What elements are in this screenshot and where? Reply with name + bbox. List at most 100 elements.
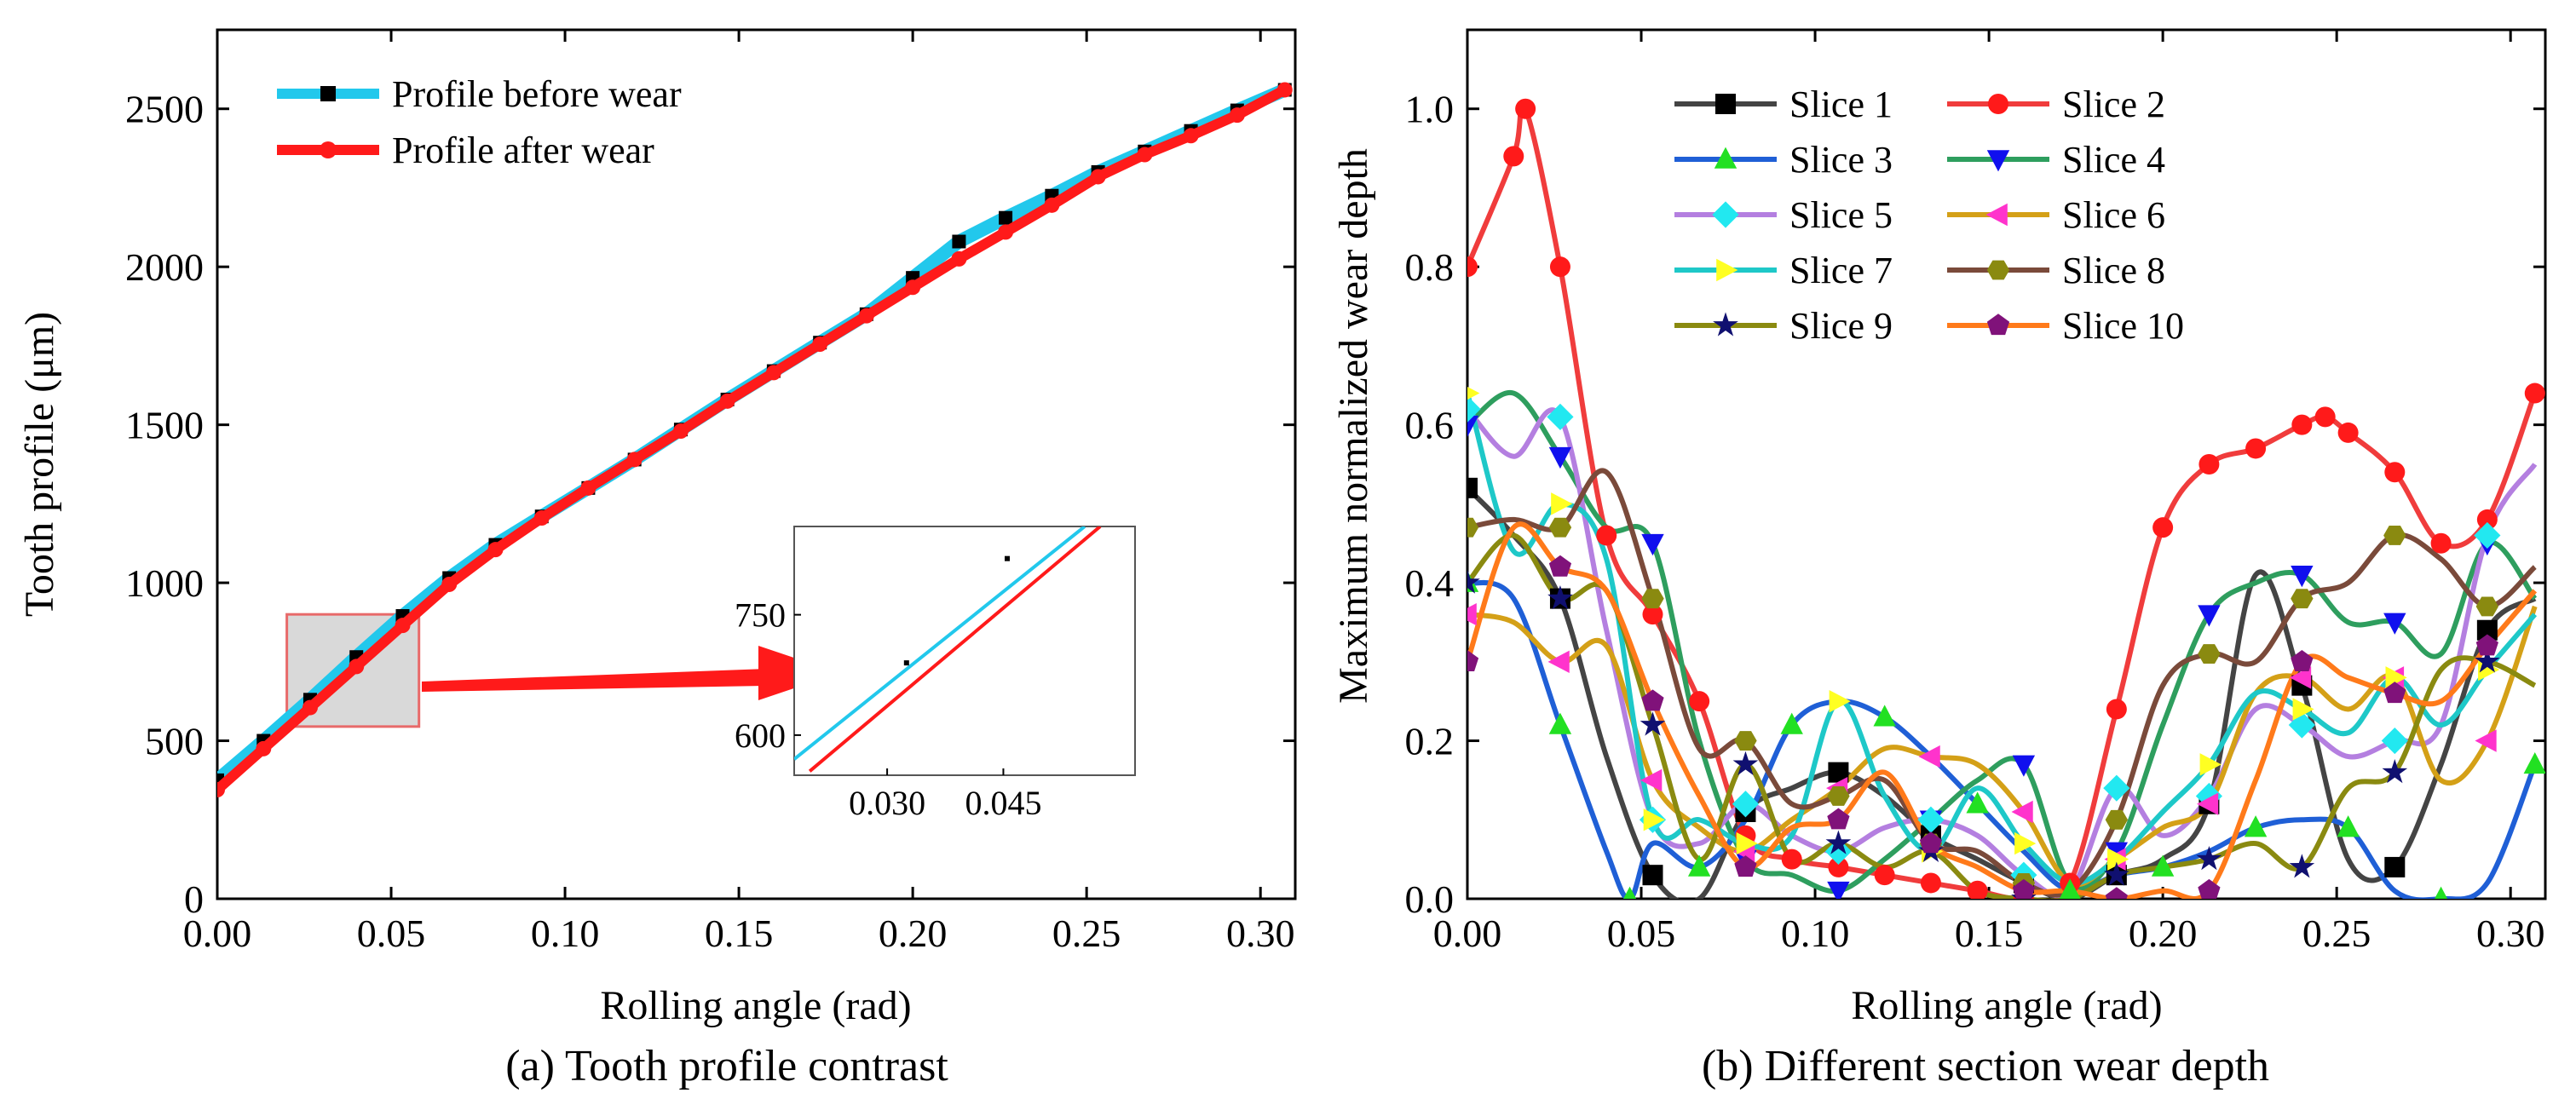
data-point-slice-9 [1547, 585, 1573, 610]
legend-marker-slice-5 [1712, 201, 1739, 228]
legend-label-slice-7: Slice 7 [1789, 250, 1893, 291]
data-point-slice-2 [2291, 414, 2313, 435]
data-point-slice-4 [1548, 446, 1572, 469]
data-point-slice-6 [2197, 792, 2219, 815]
data-point-slice-8 [1467, 517, 1479, 538]
data-point-slice-5 [2103, 774, 2130, 802]
data-point-after [256, 740, 272, 756]
inset-x-tick-label: 0.045 [965, 784, 1041, 822]
data-point-slice-6 [1547, 650, 1570, 674]
data-point-slice-6 [1918, 745, 1940, 768]
data-point-slice-7 [1551, 492, 1573, 515]
y-tick-label: 2000 [125, 245, 204, 289]
plot-b-ylabel: Maximum normalized wear depth [1331, 148, 1376, 704]
plot-b-legend: Slice 1 Slice 2 Slice 3 Slice 4 Slice 5 Slice… [1674, 83, 2184, 347]
data-point-slice-2 [1781, 849, 1802, 870]
data-point-slice-2 [1828, 856, 1849, 877]
inset-marker [903, 660, 909, 666]
data-point-after [812, 337, 828, 353]
legend-marker-slice-1 [1715, 94, 1736, 114]
inset-series [794, 526, 1102, 773]
legend-label-slice-10: Slice 10 [2062, 305, 2184, 347]
data-point-slice-4 [1467, 415, 1479, 438]
data-point-slice-9 [2382, 759, 2408, 784]
data-point-slice-2 [2430, 532, 2452, 554]
y-tick-label: 0 [184, 877, 204, 921]
data-point-after [1137, 147, 1153, 163]
data-point-slice-10 [2105, 887, 2128, 899]
plot-a-axes: 0.00 0.05 0.10 0.15 0.20 0.25 0.30 0 500 1000 1500… [125, 30, 1295, 955]
data-point-slice-6 [2289, 666, 2312, 689]
data-point-slice-5 [2195, 782, 2223, 810]
data-point-slice-2 [1689, 691, 1710, 712]
series-line-slice-10 [1467, 521, 2538, 899]
x-tick-label: 0.00 [183, 912, 252, 955]
plot-b-xlabel: Rolling angle (rad) [1851, 983, 2162, 1028]
data-point-slice-9 [1732, 751, 1759, 775]
data-point-after [858, 308, 874, 324]
x-tick-label: 0.15 [1955, 912, 2024, 955]
data-point-before [952, 234, 966, 249]
data-point-slice-6 [1467, 602, 1477, 626]
legend-label-slice-2: Slice 2 [2062, 83, 2165, 125]
data-point-slice-8 [1827, 786, 1850, 806]
data-point-slice-8 [1641, 589, 1664, 609]
legend-label-slice-1: Slice 1 [1789, 83, 1893, 125]
data-point-slice-3 [1966, 791, 1989, 814]
data-point-slice-6 [2475, 729, 2497, 752]
plot-b-axes: 0.00 0.05 0.10 0.15 0.20 0.25 0.30 0.0 0.2 0.4 0.6… [1405, 30, 2545, 955]
data-point-after [1276, 82, 1293, 98]
x-tick-label: 0.10 [1781, 912, 1850, 955]
data-point-slice-10 [1641, 689, 1664, 711]
data-point-after [1044, 197, 1060, 213]
data-point-slice-9 [1825, 830, 1852, 854]
data-point-slice-7 [2385, 666, 2407, 689]
inset-y-tick-label: 750 [735, 596, 786, 635]
series-line-slice-8 [1467, 468, 2537, 898]
data-point-slice-8 [1548, 517, 1572, 538]
inset-plot: 0.030 0.045 600 750 [735, 526, 1136, 822]
legend-marker-slice-9 [1713, 312, 1738, 337]
data-point-slice-8 [2291, 589, 2314, 609]
legend-marker-square [320, 86, 336, 101]
zoom-arrow-shaft [422, 669, 767, 692]
data-point-slice-2 [2384, 462, 2406, 483]
data-point-after [441, 576, 458, 592]
data-point-after [1183, 128, 1199, 144]
data-point-slice-10 [1827, 808, 1850, 830]
data-point-slice-2 [2524, 383, 2545, 404]
y-tick-label: 1000 [125, 561, 204, 605]
y-tick-label: 0.4 [1405, 561, 1455, 605]
data-point-slice-5 [1547, 403, 1574, 430]
legend-marker-slice-4 [1986, 150, 2010, 172]
data-point-slice-8 [2198, 644, 2221, 664]
data-point-before [999, 210, 1013, 225]
data-point-slice-5 [1467, 395, 1481, 423]
legend-marker-slice-7 [1716, 258, 1738, 282]
plot-a-ylabel: Tooth profile (μm) [17, 312, 62, 617]
data-point-slice-3 [1548, 712, 1572, 734]
data-point-after [217, 782, 225, 798]
data-point-after [533, 510, 550, 526]
data-point-slice-2 [1515, 98, 1536, 119]
data-point-slice-7 [2107, 848, 2129, 871]
inset-x-tick-label: 0.030 [849, 784, 925, 822]
data-point-slice-9 [2475, 648, 2500, 673]
data-point-after [905, 279, 921, 296]
x-tick-label: 0.15 [705, 912, 774, 955]
data-point-slice-4 [2198, 605, 2221, 627]
data-point-slice-1 [2384, 856, 2406, 877]
legend-label-before: Profile before wear [392, 73, 682, 115]
data-point-slice-2 [2245, 438, 2267, 459]
inset-y-tick-label: 600 [735, 716, 786, 755]
y-tick-label: 0.0 [1405, 877, 1455, 921]
data-point-slice-3 [1780, 712, 1803, 734]
data-point-slice-4 [2291, 566, 2314, 588]
data-point-slice-2 [1467, 256, 1478, 278]
data-point-after [626, 452, 643, 468]
data-point-slice-10 [2291, 650, 2314, 671]
inset-frame [793, 526, 1136, 776]
legend-label-slice-9: Slice 9 [1789, 305, 1893, 347]
data-point-slice-2 [1549, 256, 1570, 278]
